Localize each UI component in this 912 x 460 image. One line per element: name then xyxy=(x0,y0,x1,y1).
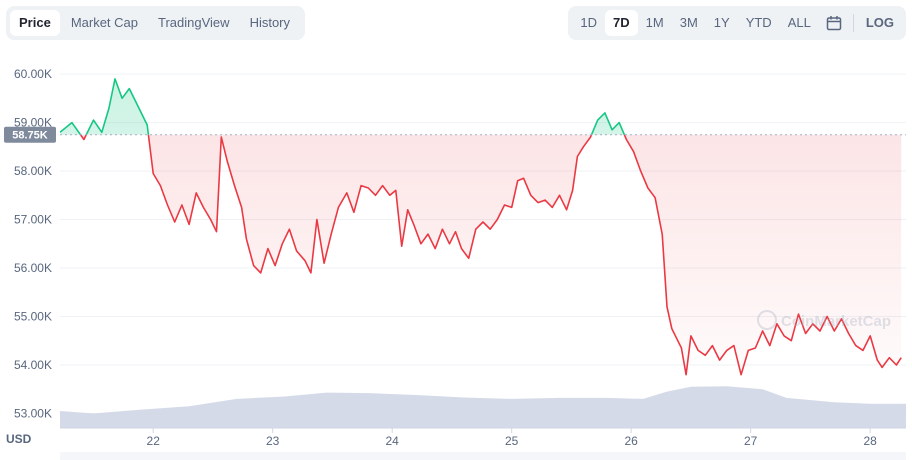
range-1d[interactable]: 1D xyxy=(580,15,598,30)
x-tick-label: 28 xyxy=(863,434,877,448)
y-tick-label: 54.00K xyxy=(14,358,52,372)
time-range-selector: 1D 7D 1M 3M 1Y YTD ALL LOG xyxy=(568,6,906,40)
x-tick-label: 22 xyxy=(147,434,161,448)
watermark-text: CoinMarketCap xyxy=(781,313,891,330)
reference-badge xyxy=(4,126,56,143)
range-ytd[interactable]: YTD xyxy=(745,15,772,30)
y-tick-label: 56.00K xyxy=(14,261,52,275)
divider xyxy=(852,14,854,32)
price-line-down xyxy=(79,134,902,376)
y-tick-label: 53.00K xyxy=(14,406,52,420)
time-navigator[interactable] xyxy=(60,452,906,460)
tab-history[interactable]: History xyxy=(249,15,291,30)
x-tick-label: 26 xyxy=(624,434,638,448)
range-3m[interactable]: 3M xyxy=(679,15,698,30)
y-tick-label: 58.00K xyxy=(14,164,52,178)
y-tick-label: 59.00K xyxy=(14,116,52,130)
x-tick-label: 25 xyxy=(505,434,519,448)
tab-price[interactable]: Price xyxy=(10,10,60,36)
volume-area xyxy=(60,386,906,428)
chart-type-tabs: Price Market Cap TradingView History xyxy=(6,6,306,40)
tab-market-cap[interactable]: Market Cap xyxy=(70,15,139,30)
range-7d[interactable]: 7D xyxy=(605,10,638,36)
x-tick-label: 23 xyxy=(266,434,280,448)
tab-tradingview[interactable]: TradingView xyxy=(158,15,230,30)
watermark: CoinMarketCap xyxy=(757,310,891,330)
x-tick-label: 27 xyxy=(744,434,758,448)
currency-label: USD xyxy=(6,432,32,446)
range-all[interactable]: ALL xyxy=(787,15,811,30)
y-tick-label: 57.00K xyxy=(14,213,52,227)
y-tick-label: 60.00K xyxy=(14,67,52,81)
price-fill-down xyxy=(60,134,902,375)
range-1y[interactable]: 1Y xyxy=(713,15,730,30)
watermark-logo xyxy=(757,310,777,330)
x-tick-label: 24 xyxy=(386,434,400,448)
range-1m[interactable]: 1M xyxy=(645,15,664,30)
log-scale-toggle[interactable]: LOG xyxy=(865,15,894,30)
reference-label: 58.75K xyxy=(12,130,48,142)
y-tick-label: 55.00K xyxy=(14,309,52,323)
calendar-icon[interactable] xyxy=(819,10,849,36)
